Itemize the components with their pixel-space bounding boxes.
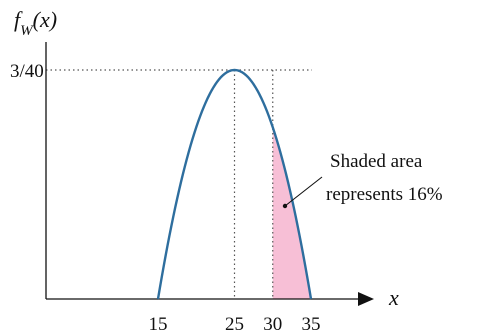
shaded-region — [272, 127, 311, 299]
annotation-line-2: represents 16% — [326, 184, 443, 205]
y-tick-label: 3/40 — [10, 61, 44, 82]
density-curve — [156, 68, 313, 300]
annotation-line-1: Shaded area — [330, 151, 423, 172]
y-axis-title: fW(x) — [14, 7, 57, 39]
x-axis-arrow — [358, 292, 374, 306]
annotation-pointer — [284, 176, 323, 207]
x-tick-label: 25 — [225, 314, 244, 334]
x-tick-label: 35 — [302, 314, 321, 334]
annotation-dot — [282, 203, 288, 209]
x-tick-label: 30 — [263, 314, 282, 334]
x-axis-title: x — [388, 285, 399, 310]
x-tick-label: 15 — [149, 314, 168, 334]
